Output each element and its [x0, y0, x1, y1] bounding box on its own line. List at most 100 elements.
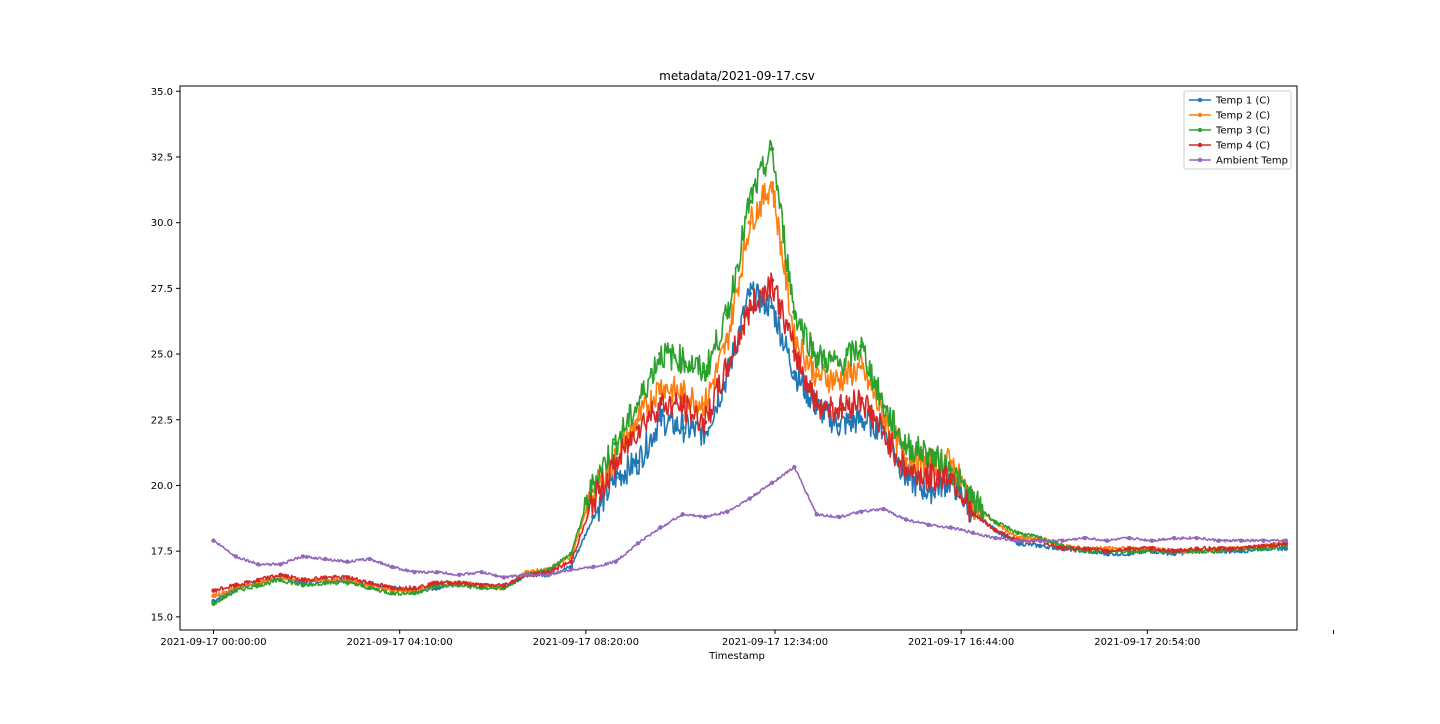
- legend-item: Temp 4 (C): [1189, 141, 1270, 152]
- data-point: [323, 575, 328, 580]
- legend-item: Temp 2 (C): [1189, 111, 1270, 122]
- legend-label: Ambient Temp: [1216, 156, 1288, 167]
- data-point: [859, 364, 864, 370]
- data-point: [903, 456, 909, 462]
- data-point: [1060, 546, 1065, 551]
- data-point: [635, 459, 641, 465]
- data-point: [412, 569, 417, 575]
- data-point: [747, 220, 752, 225]
- data-point: [993, 527, 998, 533]
- data-point: [836, 514, 842, 520]
- data-point: [1060, 538, 1065, 543]
- data-point: [233, 554, 239, 559]
- legend-item: Temp 1 (C): [1189, 96, 1270, 107]
- data-point: [658, 351, 663, 357]
- data-point: [367, 556, 373, 562]
- data-point: [1216, 538, 1222, 543]
- data-point: [278, 562, 283, 567]
- y-tick-label: 15.0: [151, 612, 173, 623]
- data-point: [390, 591, 395, 596]
- x-axis-label: Timestamp: [708, 651, 765, 662]
- data-point: [1216, 546, 1222, 551]
- plot-area-frame: [179, 85, 1298, 631]
- data-point: [747, 199, 752, 204]
- data-point: [501, 575, 507, 580]
- data-point: [434, 569, 440, 575]
- data-point: [1171, 535, 1177, 541]
- data-point: [501, 583, 507, 588]
- data-point: [1194, 535, 1199, 541]
- data-point: [993, 535, 998, 541]
- data-point: [211, 593, 216, 599]
- data-point: [300, 583, 306, 588]
- data-point: [814, 354, 819, 359]
- series-layer: [211, 139, 1289, 606]
- data-point: [591, 480, 596, 486]
- data-point: [1127, 546, 1132, 551]
- data-point: [680, 512, 685, 517]
- legend-item: Temp 3 (C): [1189, 126, 1270, 137]
- data-point: [390, 564, 395, 570]
- data-point: [903, 517, 909, 522]
- x-tick-label: 2021-09-17 12:34:00: [722, 637, 828, 648]
- data-point: [613, 441, 618, 446]
- data-point: [814, 401, 819, 407]
- data-point: [479, 569, 484, 575]
- legend-box: [1183, 90, 1292, 170]
- data-point: [255, 562, 261, 567]
- data-point: [613, 462, 618, 467]
- y-tick-label: 20.0: [151, 481, 173, 492]
- data-point: [747, 307, 752, 312]
- series-5: [211, 464, 1289, 580]
- legend-swatch-marker: [1197, 97, 1203, 103]
- data-point: [1037, 543, 1043, 549]
- data-point: [836, 362, 842, 367]
- data-point: [769, 278, 775, 283]
- y-tick-label: 30.0: [151, 218, 173, 229]
- y-tick-label: 35.0: [151, 87, 173, 98]
- legend-item: Ambient Temp: [1189, 156, 1288, 167]
- data-point: [769, 146, 775, 152]
- data-point: [1037, 538, 1043, 543]
- data-point: [1261, 543, 1266, 549]
- data-point: [769, 304, 775, 309]
- data-point: [255, 577, 261, 583]
- y-tick-label: 22.5: [151, 415, 173, 426]
- data-point: [926, 488, 931, 493]
- data-point: [725, 509, 730, 514]
- series-2: [211, 181, 1289, 599]
- data-point: [233, 583, 239, 588]
- legend-swatch-marker: [1197, 142, 1203, 148]
- data-point: [1261, 538, 1266, 543]
- series-line: [212, 272, 1287, 593]
- data-point: [211, 538, 216, 543]
- data-point: [568, 567, 574, 572]
- series-line: [213, 182, 1287, 599]
- data-point: [345, 580, 350, 585]
- data-point: [1015, 538, 1020, 543]
- legend-swatch-marker: [1197, 157, 1203, 163]
- data-point: [658, 401, 663, 407]
- series-4: [211, 272, 1289, 593]
- legend-label: Temp 3 (C): [1215, 126, 1270, 137]
- y-axis: 15.0 17.5 20.0 22.5 25.0 27.5 30.0 32.5 35.0: [151, 87, 180, 623]
- data-point: [814, 512, 819, 517]
- data-point: [1149, 546, 1154, 551]
- data-point: [903, 467, 909, 472]
- chart-title: metadata/2021-09-17.csv: [659, 69, 815, 83]
- data-point: [658, 525, 663, 530]
- data-point: [367, 585, 373, 591]
- series-1: [211, 281, 1289, 604]
- data-point: [300, 554, 306, 559]
- data-point: [725, 364, 730, 370]
- data-point: [658, 383, 663, 388]
- data-point: [1149, 538, 1154, 543]
- x-tick-label: 2021-09-17 08:20:00: [533, 637, 639, 648]
- x-tick-label: 2021-09-17 04:10:00: [347, 637, 453, 648]
- data-point: [412, 591, 417, 596]
- data-point: [591, 564, 596, 570]
- data-point: [367, 580, 373, 585]
- data-point: [769, 480, 775, 486]
- data-point: [1171, 548, 1177, 554]
